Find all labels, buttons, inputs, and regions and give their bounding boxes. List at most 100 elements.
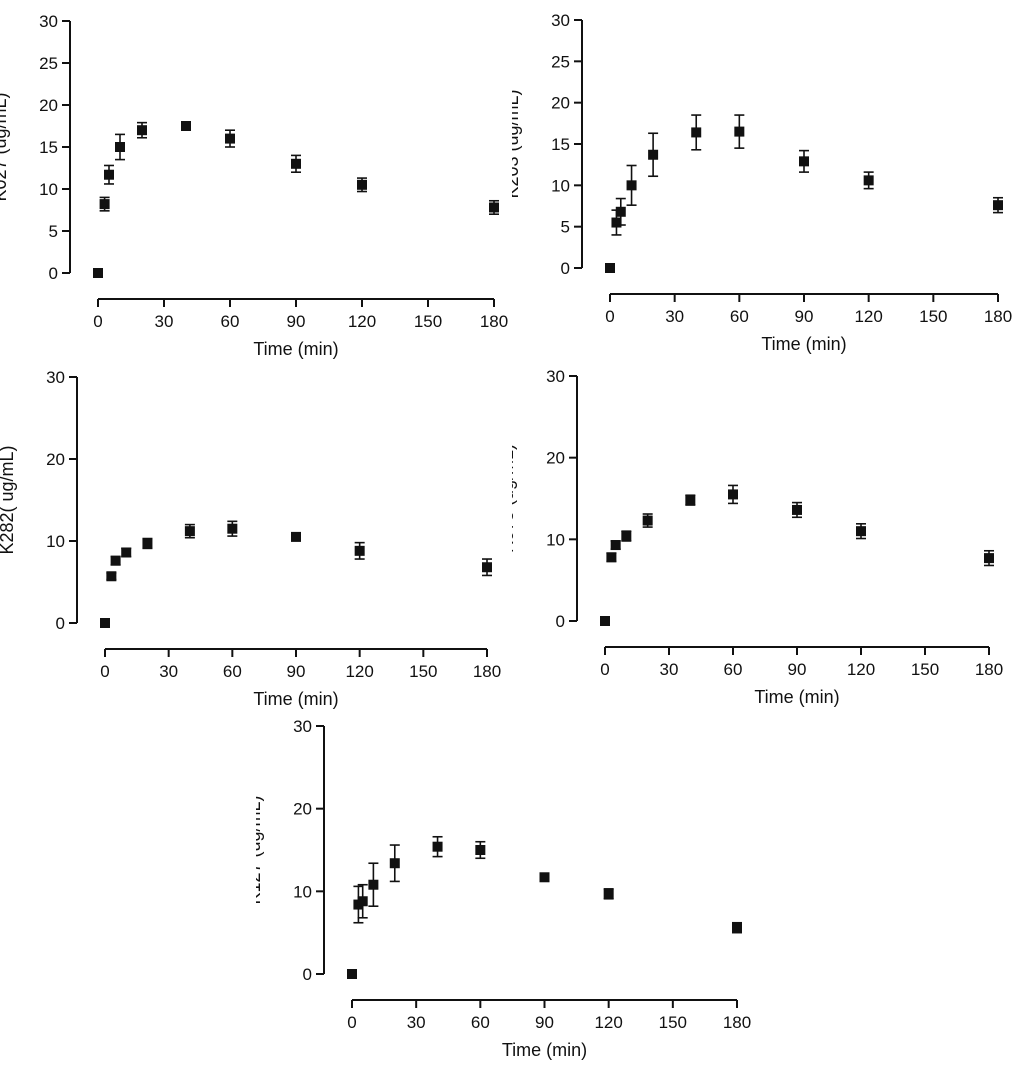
data-point: [181, 121, 191, 131]
x-tick-label: 120: [348, 312, 376, 331]
y-tick-label: 30: [551, 11, 570, 30]
y-tick-label: 20: [39, 96, 58, 115]
x-tick-label: 180: [480, 312, 508, 331]
y-axis-title: K127 (ug/mL): [256, 795, 264, 904]
x-axis-title: Time (min): [253, 339, 338, 359]
x-tick-label: 0: [605, 307, 614, 326]
x-tick-label: 60: [223, 662, 242, 681]
data-point: [600, 616, 610, 626]
x-tick-label: 90: [287, 662, 306, 681]
data-point: [432, 841, 443, 852]
y-tick-label: 30: [546, 367, 565, 386]
x-tick-label: 150: [659, 1013, 687, 1032]
chart-panel-3: 0 10 20 30 0 30 60 90 120 150 180 Time (min) K282( u…: [0, 368, 501, 709]
data-point: [142, 538, 153, 549]
y-tick-label: 15: [551, 135, 570, 154]
y-tick-label: 30: [46, 368, 65, 387]
x-tick-label: 180: [984, 307, 1012, 326]
x-axis-title: Time (min): [502, 1040, 587, 1060]
data-point: [291, 531, 301, 542]
data-point: [606, 552, 617, 563]
y-tick-label: 20: [546, 449, 565, 468]
data-point: [642, 515, 653, 526]
x-tick-label: 0: [93, 312, 102, 331]
x-tick-label: 60: [221, 312, 240, 331]
data-point: [728, 489, 738, 500]
data-point: [792, 504, 802, 515]
x-tick-label: 0: [347, 1013, 356, 1032]
data-point: [184, 526, 195, 537]
data-point: [856, 526, 866, 537]
y-tick-label: 5: [561, 218, 570, 237]
data-point: [291, 158, 301, 169]
y-tick-label: 0: [556, 612, 565, 631]
data-point: [357, 896, 368, 907]
x-tick-label: 120: [594, 1013, 622, 1032]
y-tick-label: 10: [551, 176, 570, 195]
data-point: [227, 523, 238, 534]
data-point: [605, 263, 615, 273]
x-tick-label: 90: [788, 660, 807, 679]
y-tick-label: 10: [46, 532, 65, 551]
data-point: [539, 872, 550, 883]
chart-panel-5: 0 10 20 30 0 30 60 90 120 150 180 Time (min) K127 (u…: [256, 717, 751, 1060]
data-point: [225, 133, 235, 144]
data-point: [115, 142, 125, 152]
x-tick-label: 30: [159, 662, 178, 681]
x-tick-label: 150: [919, 307, 947, 326]
data-point: [93, 268, 103, 278]
x-tick-label: 180: [975, 660, 1003, 679]
data-point: [489, 202, 499, 213]
data-point: [984, 553, 994, 564]
data-point: [354, 545, 365, 556]
data-point: [104, 169, 114, 180]
y-tick-label: 25: [39, 54, 58, 73]
y-tick-label: 25: [551, 52, 570, 71]
data-point: [121, 547, 132, 558]
y-axis-title: K027 (ug/mL): [0, 92, 10, 201]
y-tick-label: 20: [551, 94, 570, 113]
data-point: [611, 217, 622, 228]
y-tick-label: 30: [293, 717, 312, 736]
x-tick-label: 150: [414, 312, 442, 331]
y-tick-label: 30: [39, 12, 58, 31]
data-point: [603, 888, 614, 899]
data-point: [482, 562, 492, 573]
x-tick-label: 60: [730, 307, 749, 326]
x-tick-label: 180: [473, 662, 501, 681]
x-tick-label: 0: [100, 662, 109, 681]
y-tick-label: 0: [49, 264, 58, 283]
x-axis-title: Time (min): [761, 334, 846, 354]
y-tick-label: 15: [39, 138, 58, 157]
data-point: [99, 199, 110, 210]
data-point: [106, 571, 117, 582]
x-axis-title: Time (min): [253, 689, 338, 709]
y-tick-label: 10: [546, 530, 565, 549]
y-tick-label: 20: [46, 450, 65, 469]
x-tick-label: 90: [535, 1013, 554, 1032]
data-point: [863, 175, 874, 186]
y-tick-label: 10: [293, 882, 312, 901]
x-tick-label: 30: [665, 307, 684, 326]
x-tick-label: 120: [854, 307, 882, 326]
data-point: [110, 555, 121, 566]
chart-panel-2: 0 5 10 15 20 25 30 0 30 60 90 120 150 180 Time (min) K2…: [512, 11, 1012, 354]
x-tick-label: 30: [660, 660, 679, 679]
chart-panel-1: 0 5 10 15 20 25 30 0 30 60 90 120 150 180 Time (min) K0…: [0, 12, 508, 359]
x-tick-label: 0: [600, 660, 609, 679]
data-point: [691, 127, 702, 138]
x-tick-label: 90: [795, 307, 814, 326]
x-tick-label: 90: [287, 312, 306, 331]
y-axis-title: K075 (ug/mL): [512, 444, 517, 553]
x-tick-label: 60: [471, 1013, 490, 1032]
x-tick-label: 120: [345, 662, 373, 681]
data-point: [626, 180, 637, 191]
data-point: [993, 200, 1003, 211]
y-tick-label: 10: [39, 180, 58, 199]
x-tick-label: 30: [155, 312, 174, 331]
y-tick-label: 0: [561, 259, 570, 278]
data-point: [615, 206, 626, 217]
data-point: [685, 495, 696, 506]
y-tick-label: 20: [293, 800, 312, 819]
data-point: [347, 969, 357, 979]
